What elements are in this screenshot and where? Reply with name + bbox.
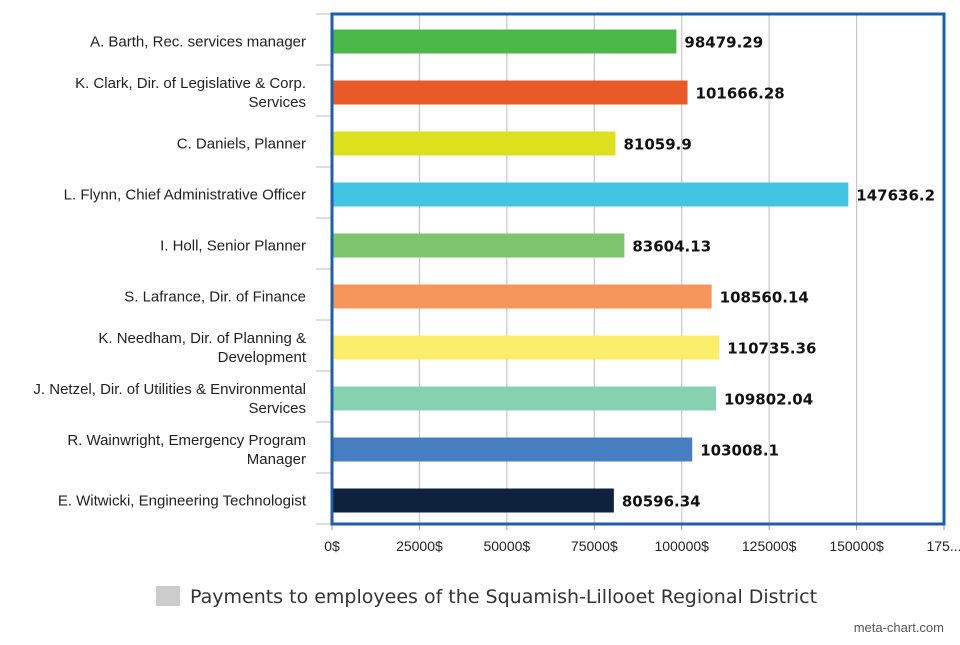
- bar-value-label: 98479.29: [684, 34, 763, 52]
- category-labels: A. Barth, Rec. services manager K. Clark,…: [33, 34, 306, 510]
- category-label: S. Lafrance, Dir. of Finance: [124, 289, 306, 306]
- bar: [332, 80, 688, 105]
- bar: [332, 488, 614, 513]
- legend-swatch: [156, 586, 180, 606]
- category-label: K. Needham, Dir. of Planning & Developmen…: [98, 330, 306, 366]
- x-tick-label: 100000$: [654, 538, 709, 554]
- legend-label: Payments to employees of the Squamish-Li…: [190, 586, 817, 608]
- x-tick-label: 50000$: [483, 538, 530, 554]
- bar-value-label: 83604.13: [632, 238, 711, 256]
- category-label: R. Wainwright, Emergency Program Manager: [67, 432, 306, 468]
- category-label: J. Netzel, Dir. of Utilities & Environme…: [33, 381, 306, 417]
- category-label: A. Barth, Rec. services manager: [90, 34, 306, 51]
- x-tick-label: 75000$: [571, 538, 618, 554]
- bar-value-label: 108560.14: [720, 289, 809, 307]
- watermark: meta-chart.com: [854, 620, 944, 635]
- bar: [332, 386, 716, 411]
- bar: [332, 437, 693, 462]
- bar: [332, 29, 677, 54]
- bar-value-label: 109802.04: [724, 391, 813, 409]
- legend: Payments to employees of the Squamish-Li…: [156, 586, 817, 608]
- bar: [332, 131, 616, 156]
- category-label: L. Flynn, Chief Administrative Officer: [64, 187, 306, 204]
- x-tick-label: 150000$: [829, 538, 884, 554]
- x-tick-label: 0$: [324, 538, 340, 554]
- bar: [332, 233, 625, 258]
- x-tick-label: 25000$: [396, 538, 443, 554]
- x-tick-label: 175...: [926, 538, 960, 554]
- bar-value-label: 103008.1: [700, 442, 779, 460]
- bar: [332, 284, 712, 309]
- plot-frame: [330, 12, 946, 526]
- bar-value-label: 101666.28: [696, 85, 785, 103]
- bar-value-label: 147636.2: [856, 187, 935, 205]
- category-label: I. Holl, Senior Planner: [160, 238, 306, 255]
- category-label: E. Witwicki, Engineering Technologist: [58, 493, 307, 510]
- bar-value-label: 110735.36: [727, 340, 816, 358]
- bars: [332, 29, 849, 513]
- category-label: K. Clark, Dir. of Legislative & Corp. Ser…: [75, 75, 306, 111]
- x-axis-ticks: 0$ 25000$ 50000$ 75000$ 100000$ 125000$ 150000…: [324, 524, 960, 554]
- bar: [332, 335, 720, 360]
- category-label: C. Daniels, Planner: [177, 136, 306, 153]
- bar-value-label: 80596.34: [622, 493, 701, 511]
- bar-value-label: 81059.9: [623, 136, 691, 154]
- x-tick-label: 125000$: [742, 538, 797, 554]
- bar: [332, 182, 849, 207]
- value-labels: 98479.29 101666.28 81059.9 147636.2 83604.13…: [622, 34, 935, 511]
